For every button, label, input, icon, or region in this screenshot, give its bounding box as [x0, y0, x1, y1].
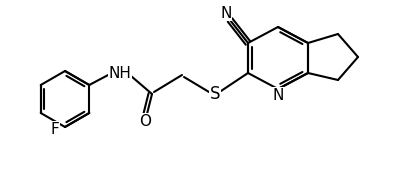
- Text: O: O: [139, 114, 151, 129]
- Text: NH: NH: [108, 67, 131, 82]
- Text: N: N: [272, 88, 284, 103]
- Text: S: S: [210, 85, 220, 103]
- Text: F: F: [51, 122, 59, 137]
- Text: N: N: [220, 6, 232, 20]
